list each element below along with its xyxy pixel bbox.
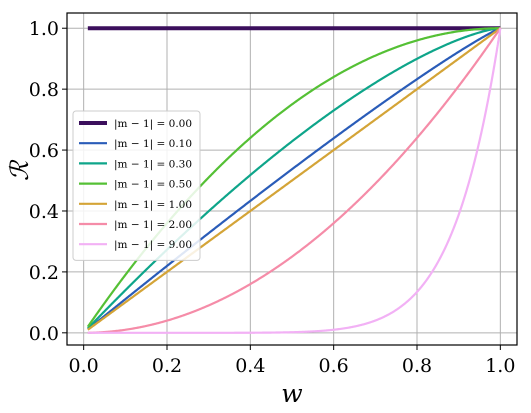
y-axis-label: ℛ (5, 159, 34, 181)
ticks: 0.0 0.2 0.4 0.6 0.8 1.0 0.0 0.2 0.4 0.6 0.8 1.0 (29, 18, 516, 377)
legend-entry-label: |m − 1| = 0.10 (114, 138, 192, 151)
y-tick-label: 1.0 (29, 18, 59, 40)
legend-entry-label: |m − 1| = 2.00 (114, 219, 192, 232)
x-tick-label: 0.4 (235, 355, 265, 377)
x-tick-label: 0.2 (152, 355, 182, 377)
legend-entry-label: |m − 1| = 0.00 (114, 118, 192, 131)
series-line-4 (87, 27, 502, 331)
x-tick-label: 0.6 (319, 355, 349, 377)
legend-entry-label: |m − 1| = 0.50 (114, 179, 192, 192)
y-tick-label: 0.4 (29, 201, 59, 223)
legend-entry-label: |m − 1| = 0.30 (114, 158, 192, 171)
legend-entry-label: |m − 1| = 1.00 (114, 199, 192, 212)
plot-frame (66, 12, 518, 346)
x-tick-label: 0.8 (402, 355, 432, 377)
x-tick-label: 1.0 (485, 355, 515, 377)
series-line-5 (87, 27, 502, 334)
y-tick-label: 0.0 (29, 323, 59, 345)
y-tick-label: 0.6 (29, 140, 59, 162)
x-axis-label: w (281, 379, 302, 408)
legend-entry-label: |m − 1| = 9.00 (114, 239, 192, 252)
y-tick-label: 0.8 (29, 79, 59, 101)
legend: |m − 1| = 0.00 |m − 1| = 0.10 |m − 1| = 0.… (72, 110, 201, 261)
series-line-6 (87, 27, 502, 334)
series-layer (86, 26, 503, 334)
y-tick-label: 0.2 (29, 262, 59, 284)
x-tick-label: 0.0 (69, 355, 99, 377)
